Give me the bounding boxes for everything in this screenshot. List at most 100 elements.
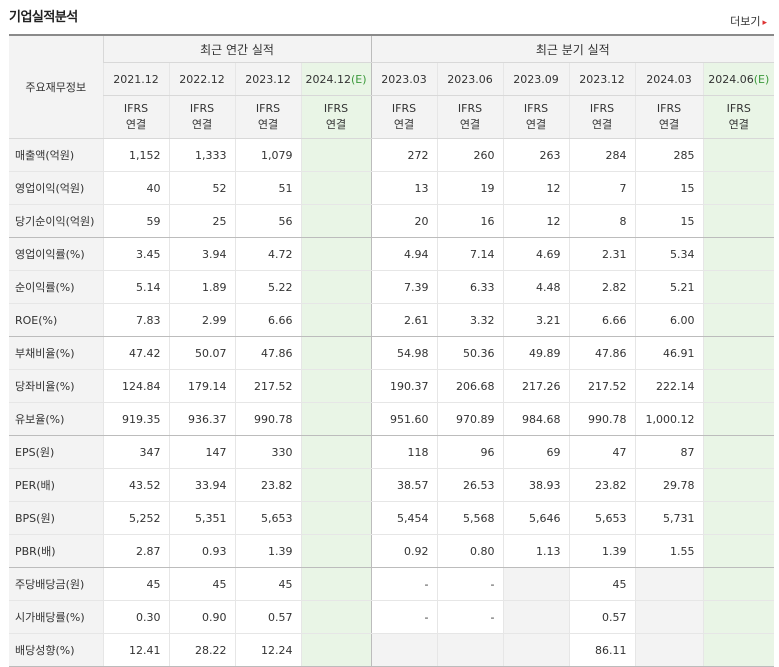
table-cell: 50.36 <box>436 336 503 370</box>
table-cell <box>436 633 503 667</box>
table-cell <box>702 567 775 601</box>
period-label: 2021.12 <box>113 72 159 86</box>
table-cell: 1.39 <box>568 534 635 568</box>
more-arrow-icon: ▸ <box>762 18 767 28</box>
table-cell: 190.37 <box>370 369 437 403</box>
table-cell: 260 <box>436 138 503 172</box>
table-cell: 38.93 <box>502 468 569 502</box>
table-cell: 2.87 <box>102 534 169 568</box>
table-row: BPS(원) 5,252 5,351 5,653 5,454 5,568 5,646 5,65… <box>9 501 775 535</box>
table-cell <box>702 336 775 370</box>
table-cell: 3.32 <box>436 303 503 337</box>
table-cell: 206.68 <box>436 369 503 403</box>
table-cell: - <box>436 567 503 601</box>
more-label[interactable]: 더보기 <box>730 15 761 28</box>
table-cell <box>702 468 775 502</box>
table-cell: 3.45 <box>102 237 169 271</box>
ifrs-badge: IFRS 연결 <box>102 95 169 139</box>
period-row: 2021.12 2022.12 2023.12 2024.12(E) 2023.03 20… <box>9 62 775 96</box>
table-cell: 16 <box>436 204 503 238</box>
table-cell: 33.94 <box>168 468 235 502</box>
table-cell: 1,333 <box>168 138 235 172</box>
table-cell <box>702 204 775 238</box>
table-cell: 52 <box>168 171 235 205</box>
table-cell: 0.92 <box>370 534 437 568</box>
table-cell <box>702 633 775 667</box>
ifrs-label: IFRS <box>391 102 417 115</box>
table-row: 순이익률(%) 5.14 1.89 5.22 7.39 6.33 4.48 2.82 5.21 <box>9 270 775 304</box>
table-cell: 47.86 <box>568 336 635 370</box>
table-cell: 46.91 <box>634 336 703 370</box>
table-cell <box>300 501 371 535</box>
table-cell: 0.57 <box>568 600 635 634</box>
table-cell: 47 <box>568 435 635 469</box>
table-cell <box>300 435 371 469</box>
row-label: 주당배당금(원) <box>9 567 103 601</box>
table-cell: 47.86 <box>234 336 301 370</box>
table-cell: 7.39 <box>370 270 437 304</box>
table-cell: 54.98 <box>370 336 437 370</box>
ifrs-badge: IFRS 연결 <box>634 95 703 139</box>
table-cell: 2.99 <box>168 303 235 337</box>
row-label: PER(배) <box>9 468 103 502</box>
table-cell <box>702 138 775 172</box>
table-cell: 19 <box>436 171 503 205</box>
table-cell: 23.82 <box>234 468 301 502</box>
table-cell: 86.11 <box>568 633 635 667</box>
table-cell: 12.41 <box>102 633 169 667</box>
period-header: 2023.06 <box>436 62 503 96</box>
table-cell: 7.14 <box>436 237 503 271</box>
table-cell: 5,653 <box>568 501 635 535</box>
table-cell: 12 <box>502 204 569 238</box>
table-cell: 990.78 <box>568 402 635 436</box>
period-header: 2024.06(E) <box>702 62 775 96</box>
table-cell <box>502 567 569 601</box>
table-cell: 124.84 <box>102 369 169 403</box>
table-cell: - <box>370 600 437 634</box>
table-cell: 217.26 <box>502 369 569 403</box>
table-cell: 47.42 <box>102 336 169 370</box>
table-cell: 40 <box>102 171 169 205</box>
consolidated-label: 연결 <box>191 118 213 131</box>
table-cell: 1,000.12 <box>634 402 703 436</box>
consolidated-label: 연결 <box>658 118 680 131</box>
table-cell: 15 <box>634 171 703 205</box>
table-cell: 1.13 <box>502 534 569 568</box>
section-title: 기업실적분석 <box>9 10 78 25</box>
table-cell: 5.34 <box>634 237 703 271</box>
table-cell: 20 <box>370 204 437 238</box>
row-header-cell: 주요재무정보 <box>9 34 103 139</box>
row-label: 순이익률(%) <box>9 270 103 304</box>
table-cell: 217.52 <box>568 369 635 403</box>
table-row: 영업이익(억원) 40 52 51 13 19 12 7 15 <box>9 171 775 205</box>
table-row: ROE(%) 7.83 2.99 6.66 2.61 3.32 3.21 6.66 6.00 <box>9 303 775 337</box>
ifrs-badge: IFRS 연결 <box>300 95 371 139</box>
table-row: 배당성향(%) 12.41 28.22 12.24 86.11 <box>9 633 775 667</box>
table-cell: 96 <box>436 435 503 469</box>
table-cell: 990.78 <box>234 402 301 436</box>
table-cell: 222.14 <box>634 369 703 403</box>
table-cell <box>702 534 775 568</box>
table-cell: 284 <box>568 138 635 172</box>
table-cell <box>702 270 775 304</box>
table-row: EPS(원) 347 147 330 118 96 69 47 87 <box>9 435 775 469</box>
table-cell: 951.60 <box>370 402 437 436</box>
table-cell: 59 <box>102 204 169 238</box>
table-row: 주당배당금(원) 45 45 45- -45 <box>9 567 775 601</box>
table-cell <box>702 600 775 634</box>
period-label: 2024.12 <box>305 72 351 86</box>
table-cell: 5.14 <box>102 270 169 304</box>
table-cell: 5,351 <box>168 501 235 535</box>
ifrs-label: IFRS <box>656 102 682 115</box>
table-cell: 0.57 <box>234 600 301 634</box>
estimate-mark: (E) <box>350 72 367 86</box>
table-row: 부채비율(%) 47.42 50.07 47.86 54.98 50.36 49.89 47.… <box>9 336 775 370</box>
ifrs-badge: IFRS 연결 <box>568 95 635 139</box>
ifrs-label: IFRS <box>589 102 615 115</box>
table-cell: 3.21 <box>502 303 569 337</box>
more-link[interactable]: 더보기 ▸ <box>730 13 767 29</box>
table-cell: 13 <box>370 171 437 205</box>
table-cell: 263 <box>502 138 569 172</box>
consolidated-label: 연결 <box>728 118 749 131</box>
table-cell: 347 <box>102 435 169 469</box>
